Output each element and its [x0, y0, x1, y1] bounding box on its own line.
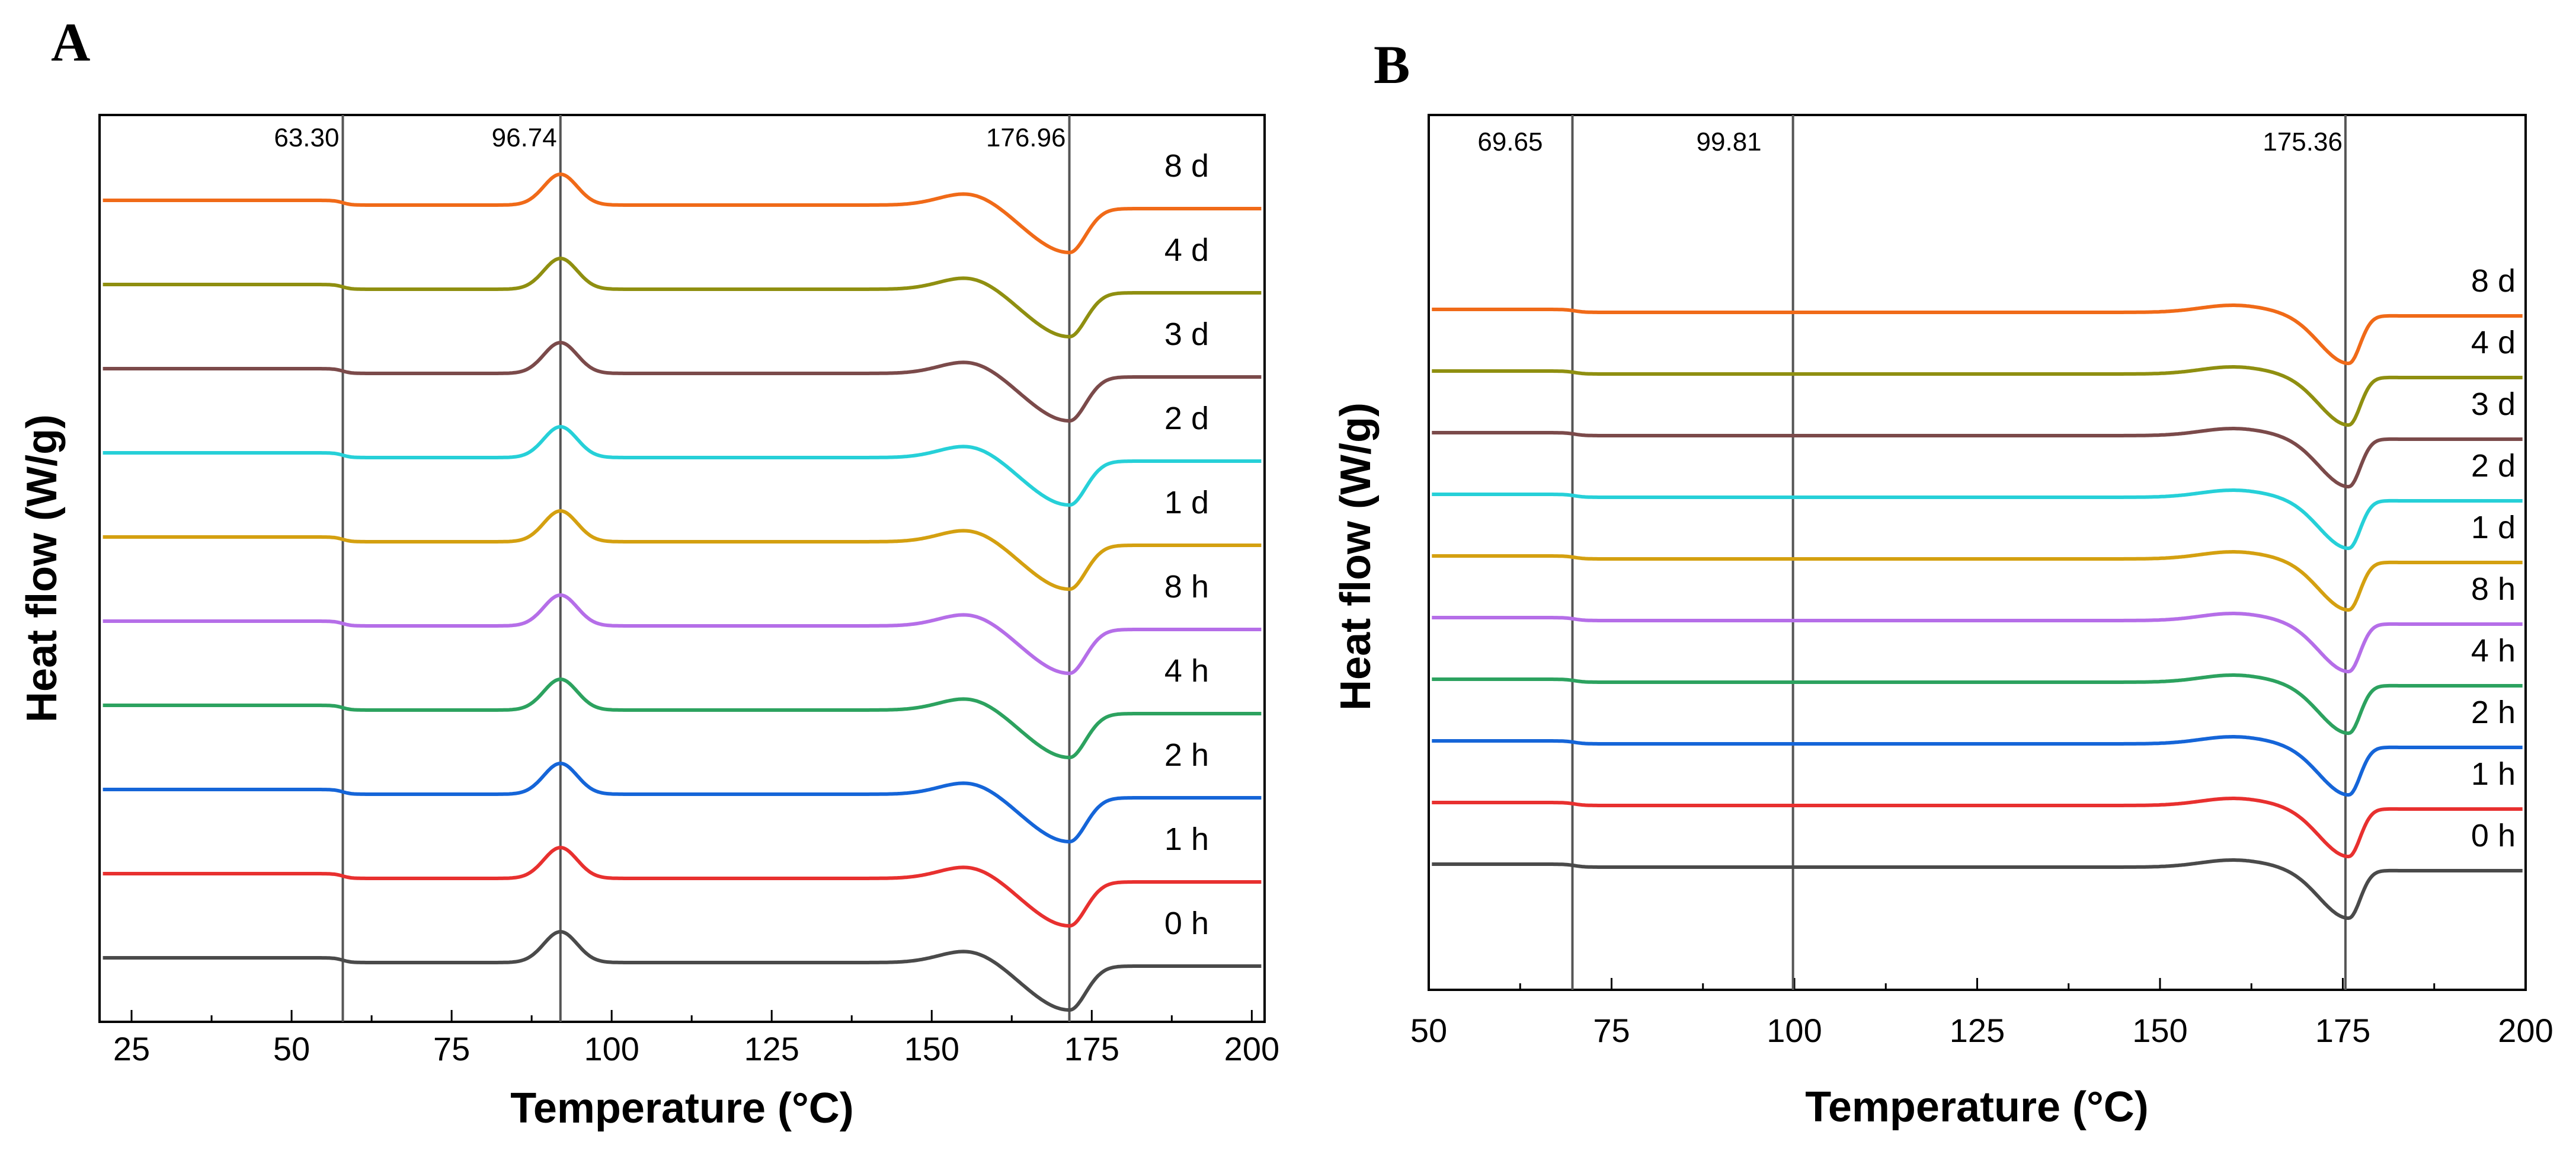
- x-tick-label: 150: [904, 1030, 959, 1067]
- panel-letter: B: [1374, 34, 1410, 95]
- series-label: 1 d: [1164, 485, 1209, 520]
- series-label: 8 h: [1164, 569, 1209, 605]
- series-label: 2 h: [1164, 737, 1209, 773]
- series-label: 4 d: [2471, 325, 2516, 360]
- series-line-2-d: [1431, 488, 2523, 551]
- series-line-3-d: [1431, 427, 2523, 489]
- series-label: 1 d: [2471, 510, 2516, 545]
- reference-line-label: 63.30: [274, 123, 339, 152]
- series-line-4-h: [103, 677, 1262, 760]
- reference-line-label: 99.81: [1697, 127, 1762, 156]
- series-label: 8 h: [2471, 571, 2516, 607]
- series-label: 3 d: [2471, 386, 2516, 422]
- series-line-8-h: [103, 593, 1262, 676]
- series-line-1-d: [103, 509, 1262, 592]
- series-line-2-h: [103, 762, 1262, 844]
- x-tick-label: 125: [744, 1030, 799, 1067]
- reference-line-label: 96.74: [492, 123, 557, 152]
- series-line-0-h: [1431, 858, 2523, 920]
- plot-frame: [98, 114, 1266, 1023]
- series-label: 2 d: [1164, 401, 1209, 436]
- x-axis-title: Temperature (°C): [1805, 1083, 2149, 1131]
- reference-line-label: 176.96: [986, 123, 1066, 152]
- x-tick-label: 75: [433, 1030, 470, 1067]
- series-label: 3 d: [1164, 317, 1209, 352]
- series-label: 4 d: [1164, 232, 1209, 268]
- x-axis-title: Temperature (°C): [510, 1085, 854, 1132]
- x-tick-label: 200: [2498, 1012, 2553, 1049]
- series-line-1-h: [1431, 797, 2523, 859]
- x-tick-label: 100: [584, 1030, 639, 1067]
- x-tick-label: 75: [1593, 1012, 1630, 1049]
- series-label: 2 d: [2471, 448, 2516, 484]
- y-axis-title: Heat flow (W/g): [1332, 402, 1380, 711]
- x-tick-label: 125: [1950, 1012, 2005, 1049]
- x-tick-label: 175: [2315, 1012, 2370, 1049]
- x-tick-label: 200: [1224, 1030, 1279, 1067]
- panel-a: A 25 50 75 100 125 150 175 200 Temperature (°C) He…: [18, 12, 1279, 1132]
- panel-letter: A: [51, 12, 90, 72]
- series-line-2-h: [1431, 735, 2523, 797]
- reference-line-label: 69.65: [1477, 127, 1543, 156]
- series-line-1-h: [103, 846, 1262, 928]
- x-tick-label: 50: [1410, 1012, 1447, 1049]
- series-label: 1 h: [2471, 756, 2516, 792]
- plot-frame: [1428, 114, 2527, 991]
- series-line-4-h: [1431, 673, 2523, 736]
- series-line-8-d: [103, 172, 1262, 255]
- x-tick-label: 50: [273, 1030, 310, 1067]
- series-line-0-h: [103, 930, 1262, 1012]
- series-label: 8 d: [1164, 148, 1209, 184]
- x-tick-label: 100: [1767, 1012, 1822, 1049]
- series-label: 4 h: [2471, 633, 2516, 669]
- series-line-8-d: [1431, 303, 2523, 366]
- series-label: 0 h: [1164, 906, 1209, 941]
- x-tick-label: 175: [1064, 1030, 1119, 1067]
- x-tick-label: 25: [113, 1030, 150, 1067]
- series-label: 4 h: [1164, 653, 1209, 689]
- panel-b: B 50 75 100 125 150 175 200 Temperature (°C) Heat…: [1332, 34, 2553, 1131]
- series-line-2-d: [103, 425, 1262, 507]
- series-label: 8 d: [2471, 263, 2516, 299]
- series-label: 2 h: [2471, 695, 2516, 730]
- series-line-4-d: [103, 257, 1262, 339]
- series-label: 0 h: [2471, 818, 2516, 853]
- series-line-8-h: [1431, 612, 2523, 674]
- reference-line-label: 175.36: [2263, 127, 2343, 156]
- series-line-3-d: [103, 341, 1262, 423]
- y-axis-title: Heat flow (W/g): [18, 414, 66, 723]
- series-line-4-d: [1431, 365, 2523, 427]
- x-tick-label: 150: [2132, 1012, 2187, 1049]
- series-label: 1 h: [1164, 821, 1209, 857]
- series-line-1-d: [1431, 550, 2523, 612]
